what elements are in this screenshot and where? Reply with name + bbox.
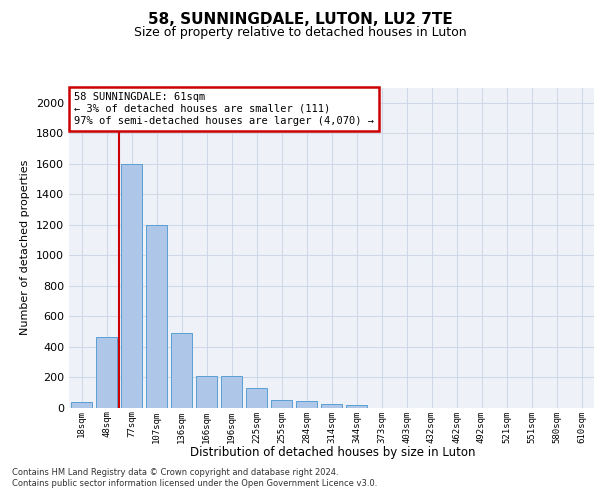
Bar bbox=[321, 404, 342, 407]
Text: 58 SUNNINGDALE: 61sqm
← 3% of detached houses are smaller (111)
97% of semi-deta: 58 SUNNINGDALE: 61sqm ← 3% of detached h… bbox=[74, 92, 374, 126]
Bar bbox=[121, 164, 142, 408]
Bar bbox=[96, 338, 117, 407]
Text: Size of property relative to detached houses in Luton: Size of property relative to detached ho… bbox=[134, 26, 466, 39]
Bar bbox=[271, 400, 292, 407]
Bar bbox=[246, 388, 267, 407]
Text: 58, SUNNINGDALE, LUTON, LU2 7TE: 58, SUNNINGDALE, LUTON, LU2 7TE bbox=[148, 12, 452, 26]
Bar bbox=[221, 376, 242, 408]
Bar bbox=[196, 376, 217, 408]
Bar bbox=[146, 224, 167, 408]
Text: Distribution of detached houses by size in Luton: Distribution of detached houses by size … bbox=[190, 446, 476, 459]
Y-axis label: Number of detached properties: Number of detached properties bbox=[20, 160, 31, 335]
Bar bbox=[171, 333, 192, 407]
Bar bbox=[346, 405, 367, 407]
Text: Contains public sector information licensed under the Open Government Licence v3: Contains public sector information licen… bbox=[12, 480, 377, 488]
Bar bbox=[296, 402, 317, 407]
Text: Contains HM Land Registry data © Crown copyright and database right 2024.: Contains HM Land Registry data © Crown c… bbox=[12, 468, 338, 477]
Bar bbox=[71, 402, 92, 407]
